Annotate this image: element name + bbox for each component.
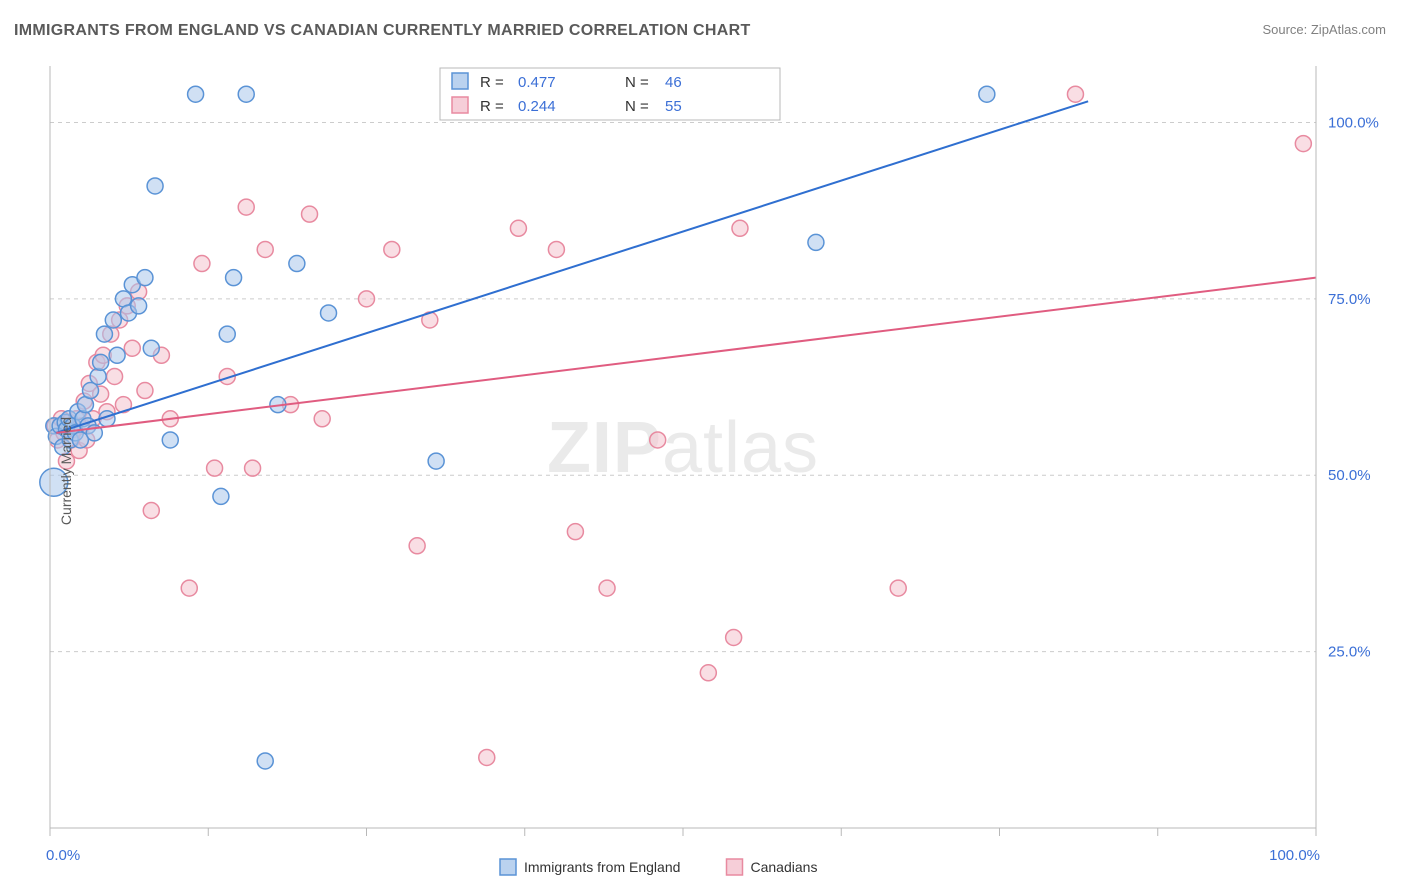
data-point [548, 241, 564, 257]
data-point [808, 234, 824, 250]
data-point [188, 86, 204, 102]
legend-r-value: 0.244 [518, 98, 556, 115]
data-point [162, 432, 178, 448]
data-point [1067, 86, 1083, 102]
data-point [137, 270, 153, 286]
data-point [726, 630, 742, 646]
data-point [409, 538, 425, 554]
x-tick-label: 0.0% [46, 847, 80, 864]
y-tick-label: 25.0% [1328, 644, 1371, 661]
legend-n-value: 46 [665, 74, 682, 91]
data-point [245, 460, 261, 476]
legend-n-label: N = [625, 98, 649, 115]
data-point [1295, 136, 1311, 152]
data-point [181, 580, 197, 596]
data-point [479, 749, 495, 765]
data-point [890, 580, 906, 596]
data-point [226, 270, 242, 286]
watermark: ZIPatlas [547, 408, 819, 488]
data-point [96, 326, 112, 342]
data-point [213, 488, 229, 504]
data-point [238, 199, 254, 215]
data-point [105, 312, 121, 328]
data-point [124, 340, 140, 356]
data-point [238, 86, 254, 102]
legend-n-label: N = [625, 74, 649, 91]
chart-area: Currently Married ZIPatlas 0.0% 100.0% 25.0… [0, 50, 1406, 892]
source-link[interactable]: ZipAtlas.com [1311, 22, 1386, 37]
data-point [137, 383, 153, 399]
data-point [93, 354, 109, 370]
y-axis-label: Currently Married [58, 417, 74, 525]
data-point [510, 220, 526, 236]
data-point [143, 503, 159, 519]
y-tick-label: 50.0% [1328, 467, 1371, 484]
data-point [428, 453, 444, 469]
data-point [359, 291, 375, 307]
data-point [257, 241, 273, 257]
legend-r-value: 0.477 [518, 74, 556, 91]
data-point [567, 524, 583, 540]
legend-r-label: R = [480, 74, 504, 91]
data-point [384, 241, 400, 257]
data-point [194, 256, 210, 272]
legend-swatch [452, 97, 468, 113]
data-point [107, 368, 123, 384]
data-point [109, 347, 125, 363]
trend-line [56, 101, 1088, 433]
data-point [599, 580, 615, 596]
data-point [314, 411, 330, 427]
legend-swatch [727, 859, 743, 875]
data-point [650, 432, 666, 448]
legend-series-label: Immigrants from England [524, 859, 680, 875]
legend-swatch [452, 73, 468, 89]
data-point [207, 460, 223, 476]
data-point [90, 368, 106, 384]
data-point [302, 206, 318, 222]
legend-series-label: Canadians [751, 859, 818, 875]
source-label: Source: [1262, 22, 1310, 37]
data-point [131, 298, 147, 314]
data-point [219, 326, 235, 342]
data-point [700, 665, 716, 681]
legend-n-value: 55 [665, 98, 682, 115]
scatter-chart: ZIPatlas 0.0% 100.0% 25.0% 50.0% 75.0% 100.0% R… [0, 50, 1406, 892]
data-point [257, 753, 273, 769]
data-point [147, 178, 163, 194]
data-point [289, 256, 305, 272]
x-tick-label: 100.0% [1269, 847, 1320, 864]
data-point [732, 220, 748, 236]
y-tick-label: 75.0% [1328, 291, 1371, 308]
chart-title: IMMIGRANTS FROM ENGLAND VS CANADIAN CURR… [14, 22, 751, 40]
legend-swatch [500, 859, 516, 875]
data-point [321, 305, 337, 321]
y-tick-label: 100.0% [1328, 114, 1379, 131]
data-point [143, 340, 159, 356]
data-point [979, 86, 995, 102]
legend-r-label: R = [480, 98, 504, 115]
source-attribution: Source: ZipAtlas.com [1262, 22, 1386, 37]
